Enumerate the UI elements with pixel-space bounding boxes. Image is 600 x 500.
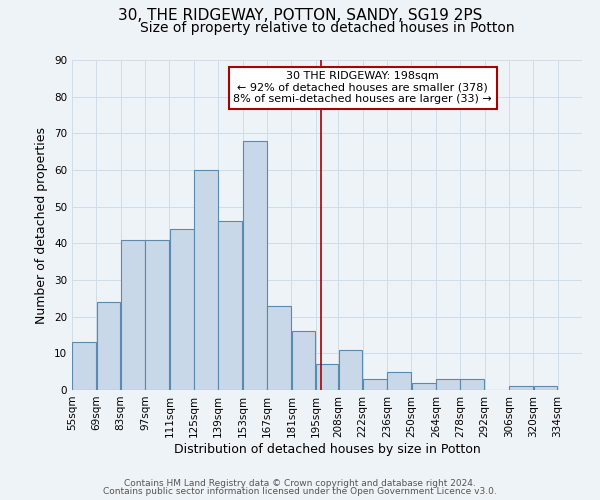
Bar (243, 140, 266, 390)
X-axis label: Distribution of detached houses by size in Potton: Distribution of detached houses by size … (173, 442, 481, 456)
Bar (388, 372, 411, 390)
Bar (292, 332, 316, 390)
Title: Size of property relative to detached houses in Potton: Size of property relative to detached ho… (140, 21, 514, 35)
Y-axis label: Number of detached properties: Number of detached properties (35, 126, 49, 324)
Bar (72, 342, 96, 390)
Bar (97, 302, 121, 390)
Bar (460, 379, 484, 390)
Text: 30 THE RIDGEWAY: 198sqm
← 92% of detached houses are smaller (378)
8% of semi-de: 30 THE RIDGEWAY: 198sqm ← 92% of detache… (233, 71, 492, 104)
Bar (533, 386, 557, 390)
Bar (338, 350, 362, 390)
Text: Contains public sector information licensed under the Open Government Licence v3: Contains public sector information licen… (103, 487, 497, 496)
Bar (145, 240, 169, 390)
Text: 30, THE RIDGEWAY, POTTON, SANDY, SG19 2PS: 30, THE RIDGEWAY, POTTON, SANDY, SG19 2P… (118, 8, 482, 22)
Bar (267, 306, 291, 390)
Bar (412, 382, 436, 390)
Bar (509, 386, 533, 390)
Bar (121, 240, 145, 390)
Bar (194, 170, 218, 390)
Bar (218, 222, 242, 390)
Bar (316, 364, 338, 390)
Bar (170, 228, 194, 390)
Bar (363, 379, 387, 390)
Bar (436, 379, 460, 390)
Text: Contains HM Land Registry data © Crown copyright and database right 2024.: Contains HM Land Registry data © Crown c… (124, 478, 476, 488)
